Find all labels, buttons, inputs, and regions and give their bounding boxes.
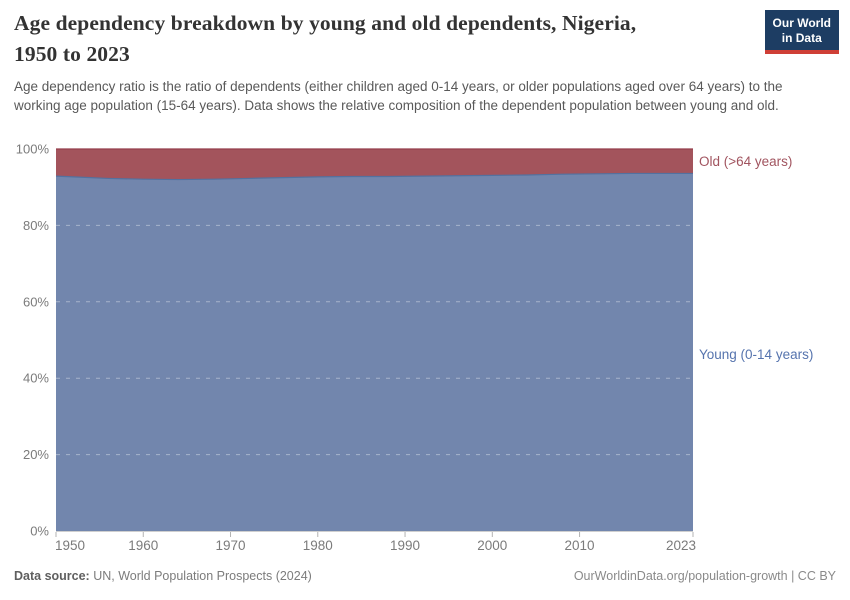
title-line-1: Age dependency breakdown by young and ol…: [14, 11, 637, 35]
chart-subtitle: Age dependency ratio is the ratio of dep…: [14, 79, 783, 113]
data-source-note: Data source: UN, World Population Prospe…: [14, 569, 312, 583]
legend-label-young[interactable]: Young (0-14 years): [699, 347, 814, 362]
y-tick-label-100: 100%: [16, 142, 50, 157]
x-tick-label-1980: 1980: [303, 538, 333, 553]
x-tick-label-1970: 1970: [215, 538, 245, 553]
x-tick-label-2023: 2023: [666, 538, 696, 553]
y-tick-label-20: 20%: [23, 447, 49, 462]
title-line-2: 1950 to 2023: [14, 41, 130, 66]
page-title: Age dependency breakdown by young and ol…: [14, 8, 759, 69]
area-young[interactable]: [56, 173, 693, 531]
x-tick-label-1950: 1950: [55, 538, 85, 553]
y-tick-label-0: 0%: [30, 524, 49, 539]
legend-label-old[interactable]: Old (>64 years): [699, 154, 793, 169]
header: Age dependency breakdown by young and ol…: [14, 8, 783, 116]
footer: Data source: UN, World Population Prospe…: [14, 569, 836, 583]
data-source-label: Data source:: [14, 569, 90, 583]
owid-logo: Our World in Data: [764, 10, 839, 54]
x-tick-label-1990: 1990: [390, 538, 420, 553]
y-tick-label-40: 40%: [23, 371, 49, 386]
x-tick-label-1960: 1960: [128, 538, 158, 553]
logo-line-2: in Data: [781, 31, 822, 45]
young-series-line: [55, 172, 693, 181]
x-tick-label-2000: 2000: [477, 538, 507, 553]
y-tick-label-60: 60%: [23, 294, 49, 309]
area-old[interactable]: [56, 149, 693, 180]
logo-line-1: Our World: [772, 16, 831, 30]
y-tick-label-80: 80%: [23, 218, 49, 233]
data-source-value: UN, World Population Prospects (2024): [89, 569, 312, 583]
footer-citation-link[interactable]: OurWorldinData.org/population-growth | C…: [573, 569, 836, 583]
x-tick-label-2010: 2010: [565, 538, 595, 553]
